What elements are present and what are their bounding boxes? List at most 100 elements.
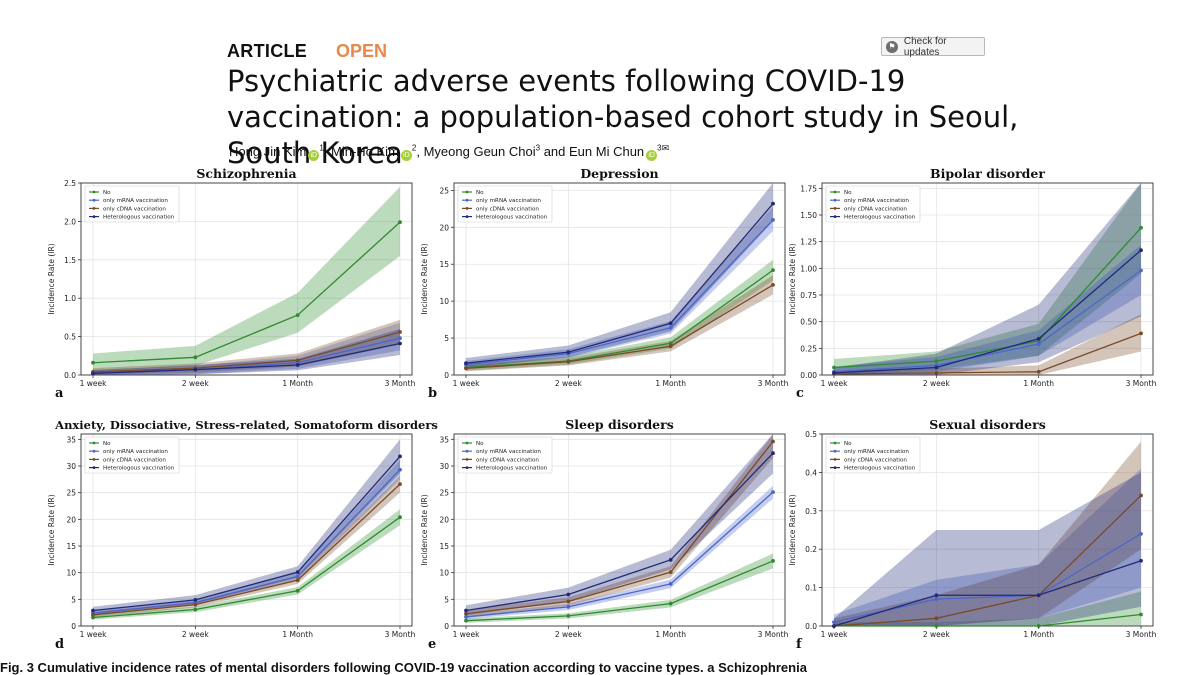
series-line — [834, 613, 1142, 627]
legend-label: Heterologous vaccination — [844, 215, 916, 221]
data-point — [1139, 493, 1143, 498]
plot-frame — [453, 433, 786, 627]
x-tick-label: 1 week — [453, 630, 481, 639]
author-name[interactable]: Eun Mi Chun — [569, 144, 645, 159]
panel-letter: e — [428, 637, 436, 652]
legend-label: Heterologous vaccination — [844, 466, 916, 472]
legend: No only mRNA vaccination only cDNA vaccina… — [457, 436, 553, 474]
data-point — [771, 439, 775, 444]
data-point — [668, 570, 673, 575]
y-tick-label: 10 — [439, 297, 449, 306]
data-point — [1139, 225, 1143, 230]
y-tick-label: 0 — [444, 622, 449, 631]
series-line — [833, 249, 1142, 374]
data-point — [1036, 624, 1041, 628]
email-icon[interactable]: ✉ — [661, 143, 670, 153]
legend-marker — [465, 207, 469, 210]
data-point — [934, 624, 939, 628]
x-tick-label: 1 Month — [1023, 379, 1054, 388]
x-tick-label: 1 Month — [282, 630, 313, 639]
chart-panel-c: 0.00 0.25 0.50 0.75 1.00 1.25 1.50 1.75 1 week 2 … — [781, 163, 1161, 403]
legend-marker — [465, 190, 469, 194]
author-list: Hong Jin Kim iD1, Min-Ho Kim iD2, Myeong G… — [229, 143, 670, 161]
y-tick-label: 0.3 — [805, 507, 817, 516]
y-tick-label: 1.50 — [800, 211, 817, 220]
confidence-band — [93, 475, 400, 617]
orcid-icon[interactable]: iD — [308, 150, 320, 161]
legend-marker — [833, 449, 837, 453]
bookmark-icon: ⚑ — [886, 40, 898, 53]
y-axis-label: Incidence Rate (IR) — [788, 494, 797, 565]
author-affiliation: 3 — [535, 143, 541, 153]
legend-label: No — [103, 190, 111, 196]
data-point — [934, 359, 939, 364]
data-point — [566, 350, 571, 355]
chart-svg-f: 0.0 0.1 0.2 0.3 0.4 0.5 1 week 2 week 1 Month 3 M… — [788, 417, 1157, 652]
data-point — [771, 490, 775, 495]
orcid-icon[interactable]: iD — [646, 150, 658, 161]
data-point — [668, 325, 673, 330]
data-point — [464, 361, 468, 366]
data-point — [668, 581, 673, 586]
legend-label: only mRNA vaccination — [476, 449, 541, 455]
data-point — [934, 370, 939, 375]
data-point — [398, 515, 402, 520]
y-tick-label: 0.5 — [64, 333, 76, 342]
legend-marker — [833, 207, 837, 210]
legend-label: Heterologous vaccination — [476, 466, 548, 472]
panel-letter: d — [55, 637, 64, 652]
orcid-icon[interactable]: iD — [400, 150, 412, 161]
author-name[interactable]: Myeong Geun Choi — [423, 144, 536, 159]
legend-label: only mRNA vaccination — [844, 449, 909, 455]
chart-title: Depression — [580, 166, 658, 181]
x-tick-label: 3 Month — [385, 379, 416, 388]
y-tick-label: 30 — [439, 462, 449, 471]
data-point — [668, 321, 673, 326]
data-point — [934, 597, 939, 602]
author-name[interactable]: Min-Ho Kim — [331, 144, 399, 159]
y-tick-label: 0 — [71, 622, 76, 631]
data-point — [832, 370, 836, 375]
data-point — [832, 365, 836, 370]
author-affiliation: 3 — [657, 143, 662, 153]
y-tick-label: 0 — [444, 371, 449, 380]
y-tick-label: 25 — [439, 186, 449, 195]
x-tick-label: 3 Month — [758, 630, 789, 639]
author-name[interactable]: Hong Jin Kim — [229, 144, 307, 159]
data-point — [398, 482, 402, 487]
series-line — [833, 494, 1142, 627]
data-point — [295, 358, 300, 363]
confidence-band — [834, 183, 1141, 375]
legend-label: No — [103, 441, 111, 447]
y-tick-label: 25 — [439, 489, 449, 498]
confidence-band — [466, 485, 773, 620]
series-line — [92, 221, 401, 364]
legend-label: only mRNA vaccination — [103, 449, 168, 455]
data-point — [771, 218, 775, 222]
legend-box — [825, 185, 921, 223]
data-point — [398, 330, 402, 334]
x-tick-label: 1 Month — [655, 630, 686, 639]
legend-marker — [465, 449, 469, 453]
y-tick-label: 0.50 — [800, 318, 817, 327]
x-tick-label: 2 week — [555, 379, 583, 388]
data-point — [91, 612, 95, 617]
x-tick-label: 2 week — [555, 630, 583, 639]
article-type-label: ARTICLE — [227, 41, 308, 61]
check-for-updates-button[interactable]: ⚑ Check for updates — [881, 36, 985, 58]
legend-marker — [833, 441, 837, 445]
chart-svg-b: 0 5 10 15 20 25 1 week 2 week 1 Month 3 Month Inci… — [420, 166, 789, 401]
author-affiliation: 1 — [319, 143, 324, 153]
data-point — [934, 616, 939, 621]
y-axis-label: Incidence Rate (IR) — [47, 243, 56, 314]
confidence-band — [834, 591, 1141, 626]
legend-marker — [92, 458, 96, 461]
data-point — [1139, 331, 1143, 336]
y-tick-label: 10 — [66, 569, 76, 578]
chart-title: Anxiety, Dissociative, Stress-related, S… — [54, 418, 438, 432]
data-point — [771, 268, 775, 273]
x-tick-label: 2 week — [182, 630, 210, 639]
plot-frame — [821, 182, 1154, 376]
data-point — [193, 602, 198, 607]
y-tick-label: 10 — [439, 569, 449, 578]
